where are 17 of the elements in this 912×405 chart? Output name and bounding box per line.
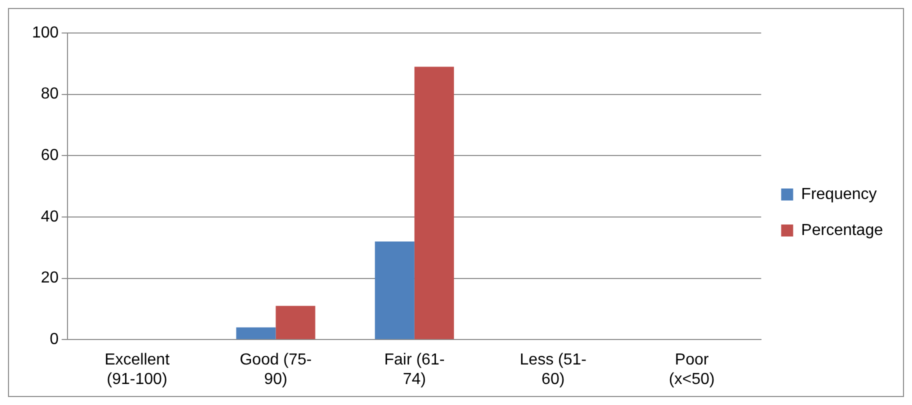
y-tick-label: 100	[32, 24, 59, 42]
x-tick-label: Good (75-90)	[240, 352, 312, 388]
y-tick-label: 20	[40, 270, 59, 287]
y-tick-label: 60	[40, 147, 59, 164]
legend-label: Percentage	[801, 222, 884, 239]
bar	[276, 306, 316, 340]
x-tick-label: Excellent (91-100)	[104, 352, 170, 388]
bar	[236, 327, 276, 340]
legend-label: Frequency	[801, 186, 877, 203]
x-tick-label: Poor (x<50)	[668, 352, 715, 388]
bar	[374, 241, 414, 340]
bar	[414, 66, 454, 340]
x-tick-label: Fair (61-74)	[384, 352, 445, 388]
y-tick-label: 40	[40, 208, 59, 226]
y-tick-label: 80	[40, 86, 59, 103]
x-tick-label: Less (51-60)	[520, 352, 586, 388]
y-tick-label: 0	[50, 331, 59, 348]
